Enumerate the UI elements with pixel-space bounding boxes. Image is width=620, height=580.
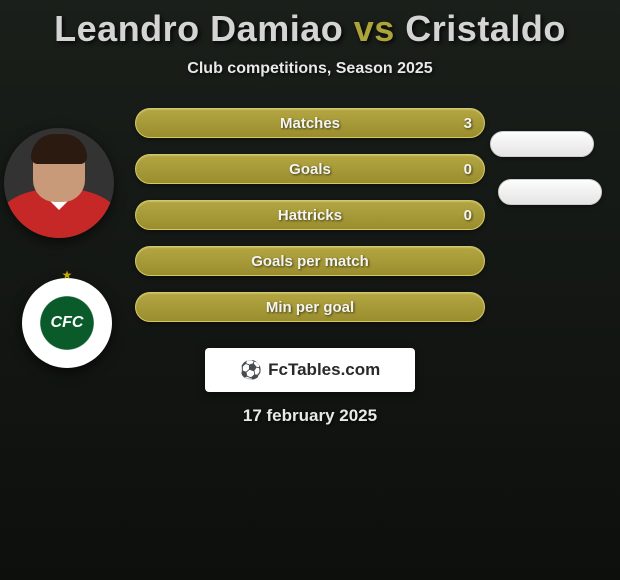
- stat-value-left: 3: [464, 115, 472, 132]
- content-area: ★ CFC Matches 3 Goals 0 Hattricks 0 Goal…: [0, 108, 620, 426]
- stat-row-hattricks: Hattricks 0: [135, 200, 485, 230]
- club-badge-inner: CFC: [36, 292, 98, 354]
- player1-name: Leandro Damiao: [54, 8, 343, 49]
- comparison-title: Leandro Damiao vs Cristaldo: [0, 0, 620, 50]
- club-badge: ★ CFC: [22, 278, 112, 368]
- stat-row-matches: Matches 3: [135, 108, 485, 138]
- player2-pill-matches: [490, 131, 594, 157]
- subtitle: Club competitions, Season 2025: [0, 60, 620, 78]
- player2-name: Cristaldo: [405, 8, 566, 49]
- player1-avatar: [4, 128, 114, 238]
- stat-row-goals-per-match: Goals per match: [135, 246, 485, 276]
- stat-value-left: 0: [464, 207, 472, 224]
- star-icon: ★: [62, 268, 73, 282]
- club-badge-text: CFC: [51, 314, 84, 332]
- stat-label: Goals per match: [136, 253, 484, 270]
- player2-pill-goals: [498, 179, 602, 205]
- stat-label: Hattricks: [136, 207, 484, 224]
- brand-box[interactable]: ⚽ FcTables.com: [205, 348, 415, 392]
- stat-label: Goals: [136, 161, 484, 178]
- stat-row-min-per-goal: Min per goal: [135, 292, 485, 322]
- stats-column: Matches 3 Goals 0 Hattricks 0 Goals per …: [135, 108, 485, 322]
- player1-hair: [31, 134, 87, 164]
- stat-label: Min per goal: [136, 299, 484, 316]
- stat-value-left: 0: [464, 161, 472, 178]
- brand-name: FcTables.com: [268, 360, 380, 380]
- vs-separator: vs: [354, 8, 395, 49]
- stat-row-goals: Goals 0: [135, 154, 485, 184]
- stat-label: Matches: [136, 115, 484, 132]
- date-label: 17 february 2025: [0, 406, 620, 426]
- soccer-icon: ⚽: [240, 360, 262, 381]
